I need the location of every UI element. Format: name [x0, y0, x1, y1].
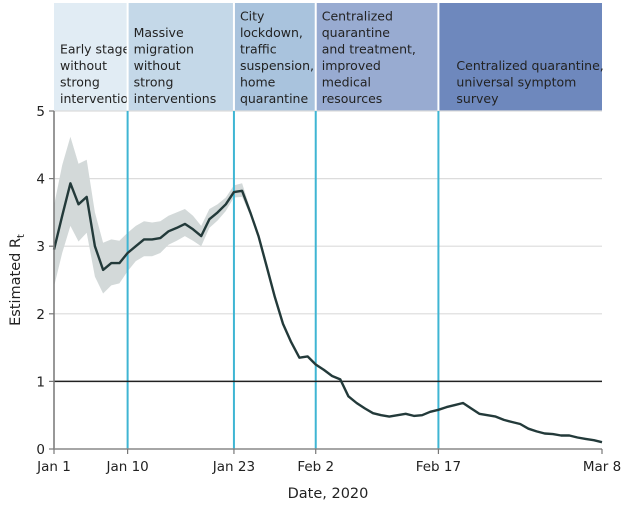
y-axis-title-main: Estimated R [8, 238, 24, 326]
phase-label-line: home [240, 75, 276, 90]
x-tick-label: Jan 10 [105, 459, 148, 475]
x-tick-label: Mar 8 [583, 459, 621, 475]
x-tick-label: Feb 2 [297, 459, 334, 475]
phase-label-line: strong [60, 75, 100, 90]
x-axis-title: Date, 2020 [288, 486, 369, 502]
y-tick-label: 1 [36, 374, 45, 390]
phase-band [127, 3, 234, 111]
confidence-band-area [54, 136, 251, 294]
phase-label: City lockdown, traffic suspension, home quara… [240, 9, 314, 107]
y-tick-label: 2 [36, 307, 45, 323]
x-tick-label: Jan 23 [212, 459, 255, 475]
phase-label-line: Early stage [60, 42, 131, 57]
phase-label-line: survey [456, 91, 499, 106]
y-axis-title: Estimated Rt [8, 234, 27, 326]
phase-band [54, 3, 128, 111]
confidence-interval [54, 136, 251, 294]
phase-label-line: quarantine [322, 25, 391, 40]
phase-label-line: resources [322, 91, 383, 106]
phase-bands: Early stage without strong interventionsMas… [54, 3, 604, 111]
phase-label-line: and treatment, [322, 42, 416, 57]
y-tick-label: 3 [36, 239, 45, 255]
phase-label-line: strong [134, 75, 174, 90]
phase-boundary-lines [126, 111, 440, 449]
phase-label-line: Centralized [322, 9, 393, 24]
phase-label-line: Centralized quarantine, [456, 58, 603, 73]
phase-label-line: quarantine [240, 91, 309, 106]
series-group [52, 182, 603, 444]
phase-label-line: without [60, 58, 107, 73]
y-tick-label: 5 [36, 104, 45, 120]
phase-band [233, 3, 316, 111]
phase-label-line: City [240, 9, 265, 24]
phase-label-line: medical [322, 75, 371, 90]
phase-band [315, 3, 439, 111]
phase-label-line: without [134, 58, 181, 73]
phase-label-line: interventions [134, 91, 217, 106]
y-tick-label: 0 [36, 442, 45, 458]
phase-label-line: interventions [60, 91, 143, 106]
phase-label-line: universal symptom [456, 75, 576, 90]
series-line [52, 182, 603, 444]
x-tick-label: Jan 1 [36, 459, 71, 475]
phase-label-line: suspension, [240, 58, 314, 73]
phase-band [438, 3, 602, 111]
phase-label: Centralized quarantine and treatment, impro… [322, 9, 416, 107]
axes: 0 1 2 3 4 5 Jan 1 Jan 10 Jan 23 Feb 2 Feb 17 Mar 8 [36, 104, 621, 475]
phase-label-line: Massive [134, 25, 184, 40]
phase-label: Centralized quarantine, universal symptom… [456, 58, 603, 106]
x-tick-label: Feb 17 [416, 459, 461, 475]
phase-label: Massive migration without strong interventio… [134, 25, 217, 106]
phase-label-line: migration [134, 42, 194, 57]
phase-label: Early stage without strong interventions [60, 42, 143, 107]
y-tick-label: 4 [36, 172, 45, 188]
phase-label-line: lockdown, [240, 25, 303, 40]
phase-label-line: improved [322, 58, 381, 73]
y-axis-title-subscript: t [16, 234, 27, 238]
phase-label-line: traffic [240, 42, 277, 57]
